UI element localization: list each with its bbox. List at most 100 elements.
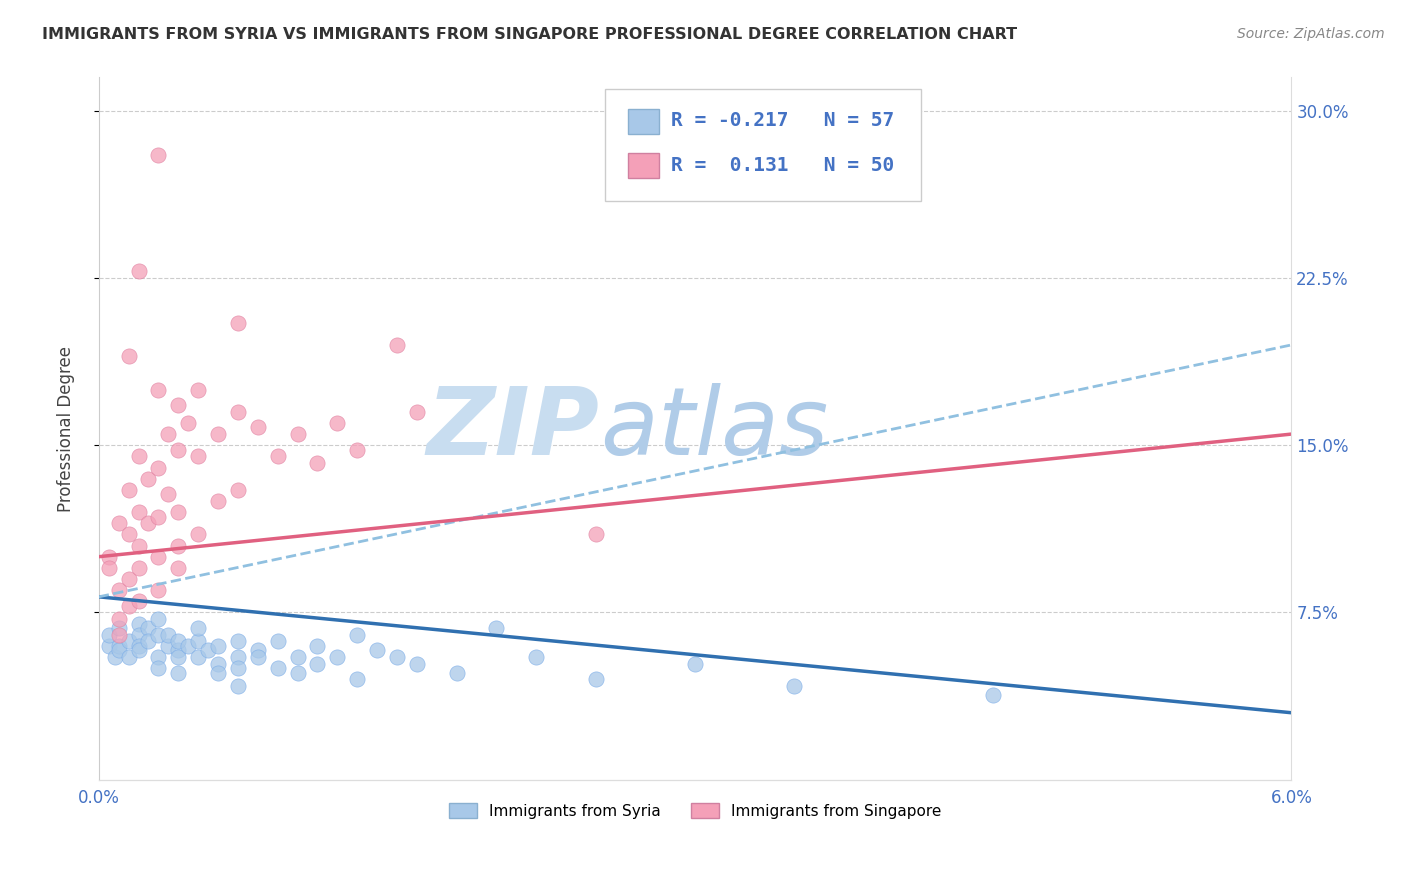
Point xyxy=(167,561,190,575)
Point xyxy=(226,634,249,648)
Point xyxy=(226,405,249,419)
Point xyxy=(128,450,150,464)
Point xyxy=(246,420,269,434)
Point xyxy=(307,657,329,671)
Point xyxy=(148,661,170,675)
Point xyxy=(128,264,150,278)
Point xyxy=(117,349,139,363)
Point xyxy=(385,338,408,352)
Point xyxy=(97,561,120,575)
Point xyxy=(117,650,139,665)
Point xyxy=(128,643,150,657)
Point xyxy=(107,621,129,635)
Point xyxy=(167,442,190,457)
Point xyxy=(266,634,288,648)
Point xyxy=(107,516,129,531)
Text: atlas: atlas xyxy=(600,383,828,474)
Point xyxy=(683,657,706,671)
Point xyxy=(207,665,229,680)
Text: R = -0.217   N = 57: R = -0.217 N = 57 xyxy=(671,111,894,130)
Point xyxy=(148,383,170,397)
Point xyxy=(117,599,139,613)
Point xyxy=(107,643,129,657)
Point xyxy=(226,650,249,665)
Point xyxy=(138,516,160,531)
Point xyxy=(207,427,229,442)
Point xyxy=(128,594,150,608)
Point xyxy=(207,657,229,671)
Point xyxy=(226,679,249,693)
Point xyxy=(97,549,120,564)
Point xyxy=(167,634,190,648)
Point xyxy=(326,650,349,665)
Point xyxy=(246,650,269,665)
Point xyxy=(405,405,427,419)
Point xyxy=(128,628,150,642)
Point xyxy=(287,665,309,680)
Point xyxy=(157,487,180,501)
Text: Source: ZipAtlas.com: Source: ZipAtlas.com xyxy=(1237,27,1385,41)
Text: IMMIGRANTS FROM SYRIA VS IMMIGRANTS FROM SINGAPORE PROFESSIONAL DEGREE CORRELATI: IMMIGRANTS FROM SYRIA VS IMMIGRANTS FROM… xyxy=(42,27,1018,42)
Point xyxy=(157,427,180,442)
Point xyxy=(226,483,249,497)
Point xyxy=(117,634,139,648)
Point xyxy=(148,583,170,598)
Point xyxy=(307,639,329,653)
Point xyxy=(97,639,120,653)
Point xyxy=(266,661,288,675)
Point xyxy=(346,442,368,457)
Point xyxy=(148,148,170,162)
Point xyxy=(187,621,209,635)
Point xyxy=(128,505,150,519)
Point xyxy=(138,621,160,635)
Point xyxy=(148,612,170,626)
Point xyxy=(107,628,129,642)
Point xyxy=(167,650,190,665)
Legend: Immigrants from Syria, Immigrants from Singapore: Immigrants from Syria, Immigrants from S… xyxy=(443,797,948,824)
Point xyxy=(128,639,150,653)
Point xyxy=(287,427,309,442)
Point xyxy=(585,527,607,541)
Point xyxy=(177,639,200,653)
Point xyxy=(117,483,139,497)
Point xyxy=(167,665,190,680)
Point xyxy=(138,472,160,486)
Point xyxy=(128,561,150,575)
Point xyxy=(167,398,190,412)
Point xyxy=(187,383,209,397)
Point xyxy=(226,661,249,675)
Point xyxy=(128,616,150,631)
Point xyxy=(148,549,170,564)
Point xyxy=(167,539,190,553)
Point xyxy=(167,643,190,657)
Point xyxy=(117,527,139,541)
Point xyxy=(366,643,388,657)
Point xyxy=(117,572,139,586)
Point xyxy=(266,450,288,464)
Point xyxy=(346,673,368,687)
Point xyxy=(177,416,200,430)
Point xyxy=(107,583,129,598)
Point xyxy=(167,505,190,519)
Point xyxy=(107,612,129,626)
Point xyxy=(981,688,1004,702)
Point xyxy=(107,639,129,653)
Point xyxy=(148,628,170,642)
Point xyxy=(446,665,468,680)
Point xyxy=(157,639,180,653)
Point xyxy=(287,650,309,665)
Point xyxy=(148,460,170,475)
Point xyxy=(187,450,209,464)
Point xyxy=(187,527,209,541)
Point xyxy=(246,643,269,657)
Point xyxy=(346,628,368,642)
Point xyxy=(148,650,170,665)
Text: R =  0.131   N = 50: R = 0.131 N = 50 xyxy=(671,155,894,175)
Y-axis label: Professional Degree: Professional Degree xyxy=(58,345,75,511)
Point xyxy=(485,621,508,635)
Point xyxy=(187,634,209,648)
Point xyxy=(148,509,170,524)
Text: ZIP: ZIP xyxy=(427,383,600,475)
Point xyxy=(187,650,209,665)
Point xyxy=(104,650,127,665)
